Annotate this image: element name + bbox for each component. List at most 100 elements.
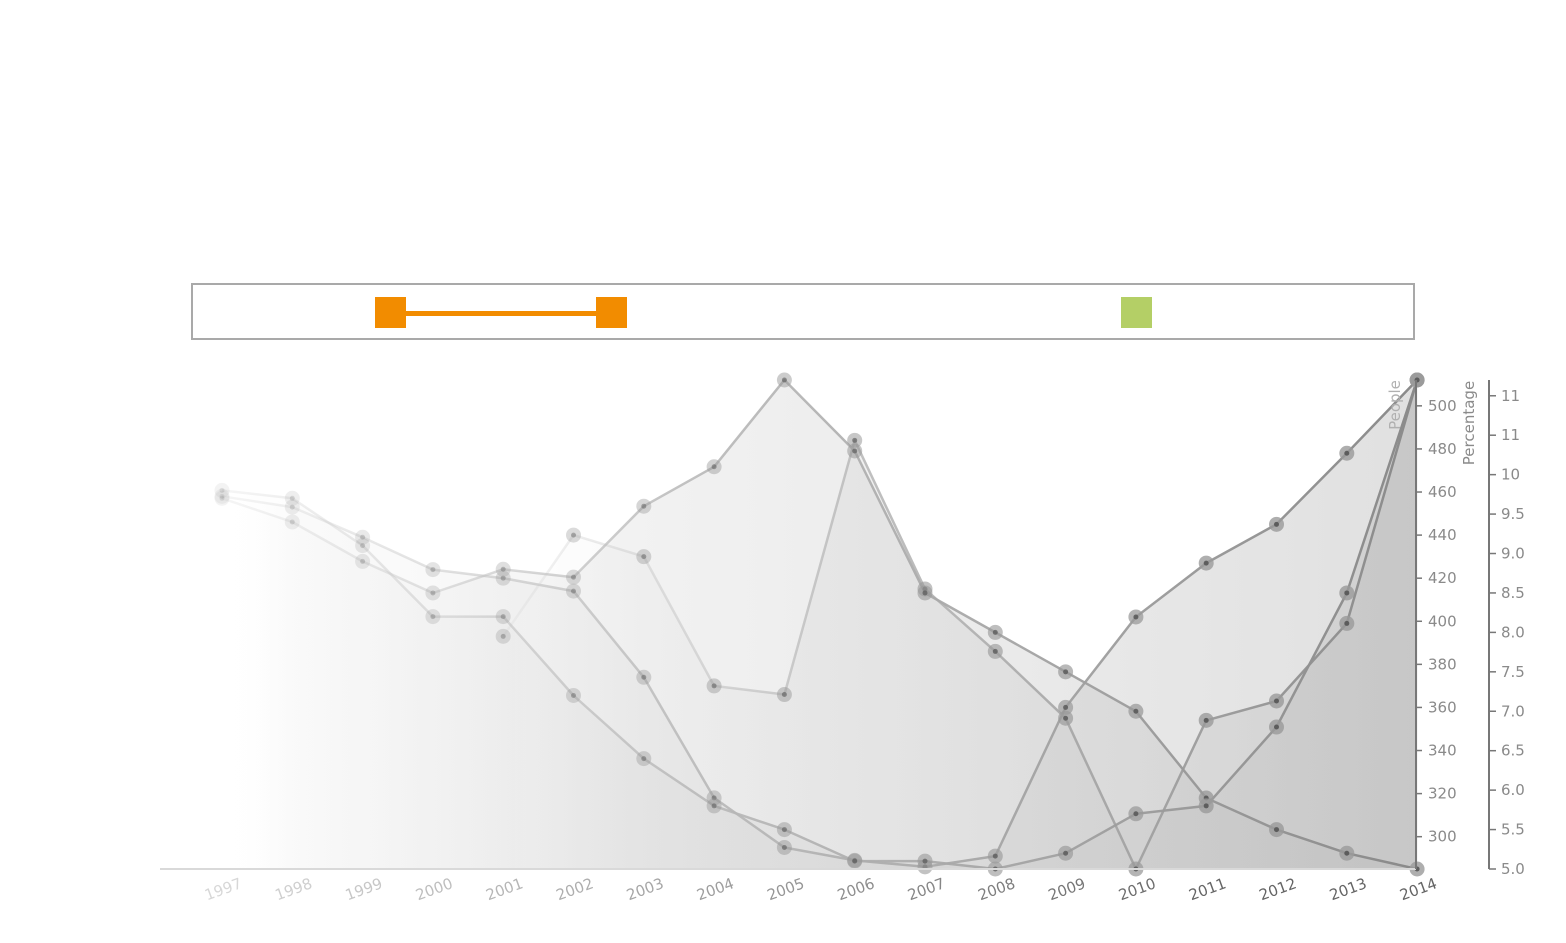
percentage-axis-tick-label: 8.5 bbox=[1501, 584, 1525, 602]
x-tick-label: 1998 bbox=[273, 874, 315, 904]
series-3-point[interactable] bbox=[284, 514, 300, 530]
percentage-axis-tick-label: 11 bbox=[1501, 426, 1520, 444]
percentage-axis-tick-label: 7.0 bbox=[1501, 702, 1525, 720]
series-3-point-core bbox=[430, 590, 436, 596]
x-tick-label: 1999 bbox=[343, 874, 385, 904]
series-2-point-core bbox=[1203, 717, 1209, 723]
x-tick-label: 2009 bbox=[1046, 874, 1088, 904]
range-slider-end-handle[interactable] bbox=[596, 297, 627, 328]
series-3-point-core bbox=[711, 464, 717, 470]
percentage-axis-tick-label: 9.0 bbox=[1501, 545, 1525, 563]
series-4-point-core bbox=[641, 756, 647, 762]
series-1-point-core bbox=[992, 853, 998, 859]
series-4-point[interactable] bbox=[566, 687, 581, 703]
series-4-point[interactable] bbox=[355, 538, 371, 554]
series-areas bbox=[222, 380, 1418, 869]
series-1-point-core bbox=[641, 674, 647, 680]
series-2-point[interactable] bbox=[566, 527, 581, 543]
series-3-point[interactable] bbox=[566, 569, 581, 585]
x-tick-label: 2012 bbox=[1257, 874, 1299, 904]
series-2-point-core bbox=[500, 633, 506, 639]
series-2-point-core bbox=[1344, 620, 1350, 626]
series-4-point[interactable] bbox=[495, 609, 511, 625]
series-1-point-core bbox=[219, 493, 225, 499]
series-1-point[interactable] bbox=[214, 488, 230, 504]
series-2-point-core bbox=[1063, 715, 1069, 721]
series-1-point-core bbox=[1203, 560, 1209, 566]
series-2-point-core bbox=[1274, 698, 1279, 704]
series-3-point-core bbox=[781, 377, 787, 383]
percentage-axis-tick-label: 5.0 bbox=[1501, 860, 1525, 878]
people-axis-tick-label: 500 bbox=[1428, 397, 1457, 415]
series-3-point[interactable] bbox=[425, 585, 441, 601]
series-1-point[interactable] bbox=[284, 499, 300, 515]
series-4-point[interactable] bbox=[214, 482, 230, 498]
series-1-point-core bbox=[1063, 704, 1069, 710]
people-axis-tick-label: 320 bbox=[1428, 785, 1457, 803]
series-4-point-core bbox=[500, 614, 506, 620]
series-2-point-core bbox=[992, 648, 998, 654]
series-3-point[interactable] bbox=[214, 490, 230, 506]
series-4-point-core bbox=[430, 614, 436, 620]
series-1-point[interactable] bbox=[425, 562, 441, 578]
series-1-point[interactable] bbox=[566, 583, 581, 599]
series-4-point-core bbox=[1344, 590, 1350, 596]
series-4-point[interactable] bbox=[636, 751, 652, 767]
series-1-point[interactable] bbox=[495, 570, 511, 586]
series-4-point-core bbox=[360, 543, 366, 549]
percentage-axis-tick-label: 5.5 bbox=[1501, 821, 1525, 839]
series-3-line bbox=[221, 378, 1418, 871]
series-1-point-core bbox=[781, 844, 787, 850]
people-axis-tick-label: 420 bbox=[1428, 569, 1457, 587]
x-tick-label: 2011 bbox=[1186, 874, 1228, 904]
series-3-point[interactable] bbox=[636, 498, 652, 514]
series-3-point[interactable] bbox=[355, 553, 371, 569]
series-3-point-core bbox=[289, 519, 295, 525]
series-1-point-core bbox=[500, 575, 506, 581]
series-2-line bbox=[502, 379, 1419, 871]
range-slider-start-handle[interactable] bbox=[375, 297, 406, 328]
series-2-point-core bbox=[571, 532, 576, 538]
x-tick-label: 2000 bbox=[413, 874, 455, 904]
people-axis-tick-label: 340 bbox=[1428, 742, 1457, 760]
x-tick-label: 2008 bbox=[976, 874, 1018, 904]
series-1-line bbox=[221, 379, 1419, 869]
series-3-point[interactable] bbox=[495, 561, 511, 577]
series-2-point-core bbox=[852, 437, 858, 443]
range-slider-track[interactable] bbox=[404, 311, 598, 316]
series-4-point[interactable] bbox=[425, 609, 441, 625]
series-1-point-core bbox=[430, 567, 436, 573]
series-3-point-core bbox=[500, 566, 506, 572]
series-4-point-core bbox=[1133, 811, 1139, 817]
people-axis-tick-label: 440 bbox=[1428, 526, 1457, 544]
percentage-axis-tick-label: 6.5 bbox=[1501, 742, 1525, 760]
series-4-point-core bbox=[1063, 850, 1069, 856]
percentage-axis-tick-label: 10 bbox=[1501, 466, 1520, 484]
percentage-axis-tick-label: 6.0 bbox=[1501, 781, 1525, 799]
series-4-point-core bbox=[711, 803, 717, 809]
series-4-point-core bbox=[289, 495, 295, 501]
series-1-point[interactable] bbox=[355, 529, 371, 545]
x-tick-label: 2010 bbox=[1116, 874, 1158, 904]
series-2-point-core bbox=[781, 692, 787, 698]
people-axis-tick-label: 360 bbox=[1428, 698, 1457, 716]
series-2-point-core bbox=[641, 554, 647, 560]
series-1-point-core bbox=[571, 588, 576, 594]
series-4-point-core bbox=[922, 858, 928, 864]
series-1-point[interactable] bbox=[636, 669, 652, 685]
series-4-point-core bbox=[219, 487, 225, 493]
series-points bbox=[214, 372, 1425, 877]
series-2-point[interactable] bbox=[636, 549, 652, 565]
x-tick-label: 2003 bbox=[624, 874, 666, 904]
series-4-point[interactable] bbox=[284, 490, 300, 506]
series-4-point-core bbox=[1203, 803, 1209, 809]
x-tick-label: 2001 bbox=[483, 874, 525, 904]
series-2-point[interactable] bbox=[495, 628, 511, 644]
x-tick-label: 2004 bbox=[694, 874, 736, 904]
series-4-point-core bbox=[852, 858, 858, 864]
percentage-axis-tick-label: 7.5 bbox=[1501, 663, 1525, 681]
x-tick-label: 2013 bbox=[1327, 874, 1369, 904]
legend-swatch-green[interactable] bbox=[1121, 297, 1152, 328]
